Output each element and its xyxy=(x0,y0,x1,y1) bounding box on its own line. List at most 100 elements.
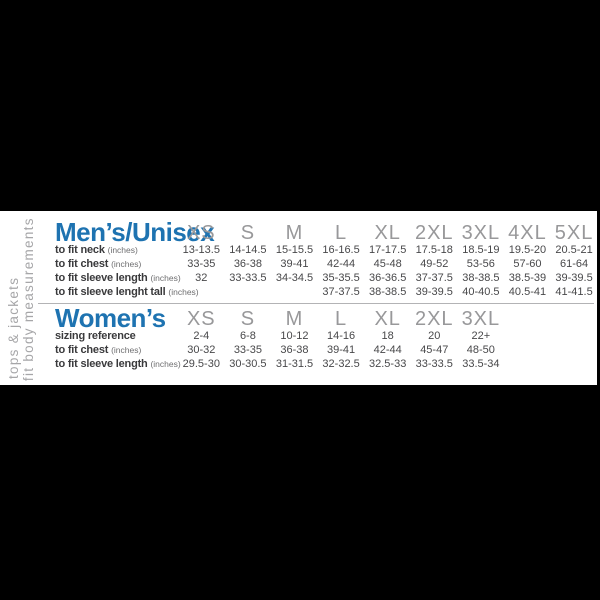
row-label-text: sizing reference xyxy=(55,329,136,342)
womens-table-title: Women’s xyxy=(55,302,166,333)
measurement-cell: 10-12 xyxy=(280,329,309,342)
size-column-header: S xyxy=(240,308,256,330)
womens-size-table: Women’s XS S M L XL 2XL 3XL sizing refer… xyxy=(55,302,597,371)
size-column-header: 2XL xyxy=(414,308,454,330)
size-column-header: 2XL xyxy=(414,222,454,244)
empty-cell xyxy=(504,357,551,371)
measurement-cell: 37-37.5 xyxy=(415,271,453,284)
measurement-cell: 35-35.5 xyxy=(322,271,360,284)
measurement-cell: 38-38.5 xyxy=(462,271,500,284)
measurement-cell: 39-41 xyxy=(280,257,309,270)
size-column-header: XL xyxy=(374,222,401,244)
measurement-cell: 32-32.5 xyxy=(322,357,360,370)
measurement-cell: 37-37.5 xyxy=(322,285,360,298)
row-label-text: to fit chest xyxy=(55,257,109,270)
size-column-header: M xyxy=(285,222,304,244)
measurement-cell: 20 xyxy=(428,329,441,342)
measurement-cell: 32.5-33 xyxy=(369,357,407,370)
row-unit: (inches) xyxy=(107,244,138,255)
measurement-cell: 32 xyxy=(195,271,208,284)
row-label-text: to fit sleeve length xyxy=(55,271,148,284)
measurement-cell: 42-44 xyxy=(327,257,356,270)
measurement-cell: 38-38.5 xyxy=(369,285,407,298)
measurement-cell: 20.5-21 xyxy=(555,243,593,256)
measurement-cell: 13-13.5 xyxy=(182,243,220,256)
measurement-cell: 6-8 xyxy=(239,329,256,342)
measurement-cell: 2-4 xyxy=(193,329,210,342)
size-column-header: XS xyxy=(186,308,216,330)
measurement-cell: 29.5-30 xyxy=(182,357,220,370)
empty-cell xyxy=(504,329,551,343)
measurement-cell: 49-52 xyxy=(420,257,449,270)
empty-cell xyxy=(504,307,551,329)
row-label-text: to fit neck xyxy=(55,243,105,256)
measurement-cell: 36-38 xyxy=(233,257,262,270)
measurement-cell: 53-56 xyxy=(466,257,495,270)
measurement-cell: 39-41 xyxy=(327,343,356,356)
size-column-header: L xyxy=(335,222,348,244)
size-column-header: XL xyxy=(374,308,401,330)
measurement-cell: 18 xyxy=(381,329,394,342)
size-column-header: S xyxy=(240,222,256,244)
measurement-cell: 41-41.5 xyxy=(555,285,593,298)
measurement-cell: 33-35 xyxy=(233,343,262,356)
measurement-cell: 17-17.5 xyxy=(369,243,407,256)
measurement-cell: 33-33.5 xyxy=(229,271,267,284)
measurement-cell: 38.5-39 xyxy=(508,271,547,284)
row-label-text: to fit sleeve length xyxy=(55,357,148,370)
row-label-text: to fit sleeve lenght tall xyxy=(55,285,166,298)
measurement-cell: 22+ xyxy=(471,329,491,342)
row-unit: (inches) xyxy=(150,358,181,369)
mens-table-title: Men’s/Unisex xyxy=(55,216,215,247)
measurement-cell: 39-39.5 xyxy=(415,285,453,298)
measurement-cell: 34-34.5 xyxy=(275,271,314,284)
measurement-cell: 45-48 xyxy=(373,257,402,270)
row-label-chest: to fit chest (inches) xyxy=(55,257,178,270)
measurement-cell: 17.5-18 xyxy=(415,243,453,256)
size-column-header: 3XL xyxy=(461,222,501,244)
row-label-sizing-reference: sizing reference xyxy=(55,329,178,342)
measurement-cell: 45-47 xyxy=(420,343,449,356)
measurement-cell: 36-36.5 xyxy=(369,271,407,284)
measurement-cell: 33.5-34 xyxy=(462,357,500,370)
measurement-cell: 14-14.5 xyxy=(229,243,267,256)
measurement-cell: 31-31.5 xyxy=(275,357,314,370)
measurement-cell: 36-38 xyxy=(280,343,309,356)
measurement-cell: 18.5-19 xyxy=(462,243,500,256)
row-label-sleeve-length: to fit sleeve length (inches) xyxy=(55,357,181,370)
size-column-header: 5XL xyxy=(554,222,594,244)
vertical-note-label: to fit body measurements xyxy=(21,217,36,385)
measurement-cell: 15-15.5 xyxy=(275,243,314,256)
measurement-cell: 48-50 xyxy=(466,343,495,356)
size-column-header: 4XL xyxy=(508,222,547,244)
row-label-text: to fit chest xyxy=(55,343,109,356)
row-label-sleeve-length: to fit sleeve length (inches) xyxy=(55,271,181,284)
measurement-cell: 40.5-41 xyxy=(508,285,547,298)
row-unit: (inches) xyxy=(168,286,199,297)
measurement-cell: 39-39.5 xyxy=(555,271,593,284)
row-label-chest: to fit chest (inches) xyxy=(55,343,178,356)
measurement-cell: 16-16.5 xyxy=(322,243,360,256)
empty-cell xyxy=(551,307,597,329)
size-column-header: XS xyxy=(186,222,216,244)
empty-cell xyxy=(551,329,597,343)
size-column-header: 3XL xyxy=(461,308,501,330)
measurement-cell: 57-60 xyxy=(513,257,542,270)
row-unit: (inches) xyxy=(111,258,142,269)
vertical-category-label: tops & jackets xyxy=(6,276,21,379)
row-unit: (inches) xyxy=(111,344,142,355)
row-label-neck: to fit neck (inches) xyxy=(55,243,178,256)
empty-cell xyxy=(504,343,551,357)
empty-cell xyxy=(551,343,597,357)
measurement-cell: 33-35 xyxy=(187,257,216,270)
size-column-header: L xyxy=(335,308,348,330)
measurement-cell: 40-40.5 xyxy=(462,285,500,298)
measurement-cell: 19.5-20 xyxy=(508,243,547,256)
measurement-cell: 42-44 xyxy=(373,343,402,356)
measurement-cell: 33-33.5 xyxy=(415,357,453,370)
measurement-cell: 61-64 xyxy=(559,257,589,270)
measurement-cell: 30-32 xyxy=(187,343,216,356)
row-unit: (inches) xyxy=(150,272,181,283)
mens-size-table: Men’s/Unisex XS S M L XL 2XL 3XL 4XL 5XL… xyxy=(55,211,597,299)
size-column-header: M xyxy=(285,308,304,330)
